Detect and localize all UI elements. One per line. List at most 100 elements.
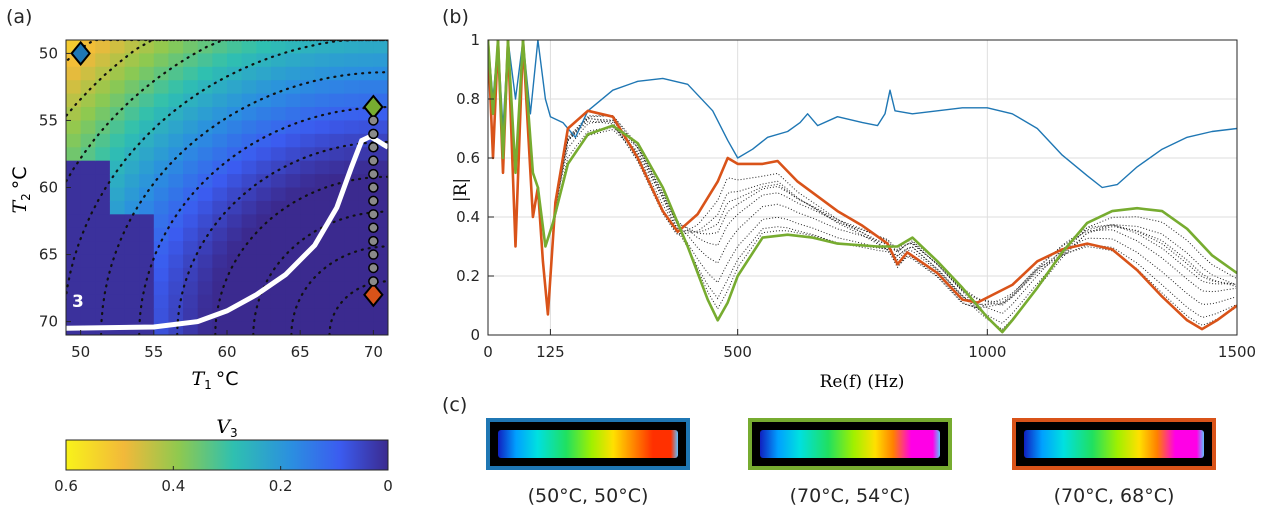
- heatmap-cell: [183, 93, 199, 108]
- heatmap-cell: [241, 147, 257, 162]
- heatmap-cell: [256, 160, 272, 175]
- heatmap-cell: [95, 308, 111, 323]
- heatmap-cell: [197, 241, 213, 256]
- heatmap-cell: [256, 66, 272, 81]
- gray-circle-marker: [368, 155, 379, 166]
- heatmap-cell: [153, 107, 170, 122]
- heatmap-cell: [300, 187, 316, 202]
- gray-circle-marker: [368, 195, 379, 207]
- gray-circle-marker: [368, 249, 379, 260]
- heatmap-cell: [66, 93, 82, 108]
- heatmap-cell: [197, 227, 213, 242]
- heatmap-cell: [168, 267, 184, 282]
- heatmap-cell: [95, 227, 111, 242]
- heatmap-cell: [300, 53, 316, 68]
- heatmap-cell: [300, 267, 316, 282]
- thermal-image-1: [486, 418, 690, 470]
- contour-line: [138, 105, 388, 335]
- heatmap-cell: [212, 187, 228, 202]
- contour-line: [290, 245, 388, 335]
- heatmap-cell: [124, 160, 140, 175]
- heatmap-cell: [314, 133, 331, 148]
- heatmap-cell: [109, 80, 126, 95]
- thermal-caption-1: (50°C, 50°C): [527, 485, 649, 507]
- heatmap-cell: [124, 40, 140, 55]
- heatmap-cell: [197, 66, 213, 81]
- panel-label-a: (a): [6, 6, 33, 28]
- y-tick-label-a: 70: [39, 313, 58, 331]
- heatmap-cell: [256, 267, 272, 282]
- heatmap-cell: [197, 200, 213, 215]
- heatmap-cell: [241, 120, 257, 135]
- heatmap-cell: [153, 187, 170, 202]
- heatmap-cell: [358, 321, 374, 335]
- heatmap-cell: [109, 294, 126, 309]
- heatmap-cell: [256, 53, 272, 68]
- heatmap-cell: [285, 227, 301, 242]
- heatmap-cell: [241, 254, 257, 269]
- heatmap-cell: [183, 147, 199, 162]
- heatmap-cell: [168, 147, 184, 162]
- heatmap-cell: [183, 160, 199, 175]
- heatmap-cell: [183, 241, 199, 256]
- heatmap-cell: [109, 174, 126, 189]
- heatmap-cell: [197, 321, 213, 335]
- heatmap-cell: [197, 133, 213, 148]
- heatmap-cell: [241, 227, 257, 242]
- heatmap-cell: [80, 308, 96, 323]
- heatmap-cell: [139, 294, 155, 309]
- heatmap-cell: [124, 308, 140, 323]
- heatmap-cell: [124, 294, 140, 309]
- x-axis-label-a: T1 °C: [191, 368, 238, 392]
- heatmap-cell: [300, 281, 316, 296]
- y-tick-label-b: 0.6: [456, 149, 480, 167]
- heatmap-cell: [153, 308, 170, 323]
- heatmap-cell: [124, 174, 140, 189]
- heatmap-cell: [124, 133, 140, 148]
- heatmap-cell: [124, 53, 140, 68]
- heatmap-cell: [212, 214, 228, 229]
- heatmap-cell: [168, 308, 184, 323]
- contour-line: [66, 40, 388, 118]
- heatmap-cell: [329, 321, 345, 335]
- heatmap-cell: [314, 53, 331, 68]
- x-tick-label-a: 60: [217, 343, 236, 361]
- heatmap-cell: [285, 308, 301, 323]
- heatmap-cell: [256, 321, 272, 335]
- heatmap-cell: [153, 227, 170, 242]
- heatmap-cell: [183, 66, 199, 81]
- heatmap-cell: [300, 120, 316, 135]
- heatmap-cell: [314, 281, 331, 296]
- heatmap-cell: [197, 187, 213, 202]
- y-tick-label-b: 1: [470, 31, 480, 49]
- heatmap-cell: [95, 40, 111, 55]
- heatmap-cell: [124, 241, 140, 256]
- heatmap-cell: [212, 66, 228, 81]
- heatmap-cell: [66, 200, 82, 215]
- heatmap-cell: [256, 254, 272, 269]
- heatmap-cell: [314, 321, 331, 335]
- heatmap-cell: [329, 133, 345, 148]
- heatmap-cell: [197, 281, 213, 296]
- heatmap-cell: [344, 227, 360, 242]
- heatmap-cell: [124, 281, 140, 296]
- heatmap-cell: [168, 80, 184, 95]
- heatmap-cell: [183, 80, 199, 95]
- gray-circle-marker: [368, 235, 379, 247]
- heatmap-cell: [241, 308, 257, 323]
- heatmap-cell: [212, 93, 228, 108]
- heatmap-cell: [139, 107, 155, 122]
- heatmap-cell: [270, 241, 287, 256]
- heatmap-cell: [212, 53, 228, 68]
- heatmap-cell: [329, 80, 345, 95]
- y-tick-label-b: 0: [470, 326, 480, 344]
- heatmap-cell: [109, 40, 126, 55]
- heatmap-cell: [227, 281, 243, 296]
- heatmap-cell: [66, 133, 82, 148]
- intermediate-dotted-curve: [552, 129, 1237, 331]
- heatmap-cell: [329, 93, 345, 108]
- heatmap-cell: [212, 281, 228, 296]
- gray-circle-marker: [368, 142, 379, 153]
- contour-line: [252, 210, 388, 335]
- heatmap-cell: [212, 294, 228, 309]
